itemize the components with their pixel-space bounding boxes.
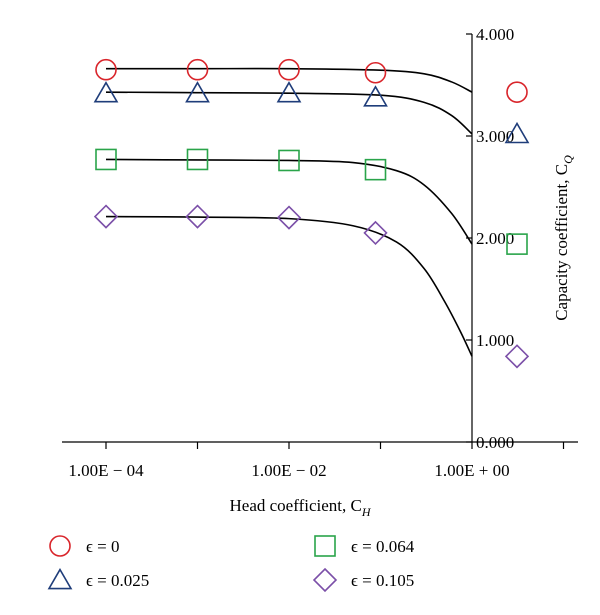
legend: ϵ = 0 ϵ = 0.025 ϵ = 0.064 ϵ = 0.105 [47,535,415,593]
legend-marker [49,535,71,557]
data-point [278,149,300,172]
y-axis-title-main: Capacity coefficient, C [552,164,571,321]
data-point [95,148,117,171]
data-point [186,148,209,171]
data-point [276,205,302,230]
data-markers [93,58,530,369]
x-axis-title-main: Head coefficient, C [230,496,362,515]
data-point [506,233,528,255]
legend-label: ϵ = 0.105 [351,571,414,590]
data-point [364,158,387,181]
legend-marker [47,567,73,590]
data-point [185,81,210,103]
legend-label: ϵ = 0 [86,537,119,556]
axes: 1.00E − 04 1.00E − 02 1.00E + 00 0.000 1.000… [62,25,578,480]
fit-curve [105,91,473,135]
fit-curves [105,67,473,357]
legend-marker [312,567,338,593]
data-point [504,344,530,369]
x-axis-title-sub: H [361,505,372,519]
data-point [506,81,528,103]
data-point [364,61,387,84]
data-point [278,58,300,81]
x-tick-label: 1.00E − 02 [251,461,326,480]
legend-label: ϵ = 0.064 [351,537,415,556]
x-tick-label: 1.00E − 04 [68,461,144,480]
data-point [276,81,302,103]
y-tick-label: 3.000 [476,127,514,146]
fit-curve [105,158,473,245]
data-point [186,58,209,81]
data-point [185,204,210,229]
data-point [95,58,117,81]
legend-marker [314,535,336,557]
data-point [93,204,119,229]
data-point [363,85,388,107]
x-tick-label: 1.00E + 00 [434,461,509,480]
fit-curve [105,215,473,357]
legend-label: ϵ = 0.025 [86,571,149,590]
data-point [363,220,388,246]
y-axis-title-sub: Q [561,155,575,164]
data-point [504,121,530,144]
x-axis-title: Head coefficient, CH [230,496,372,519]
y-tick-label: 0.000 [476,433,514,452]
y-tick-label: 1.000 [476,331,514,350]
data-point [93,81,119,103]
y-tick-label: 2.000 [476,229,514,248]
y-tick-label: 4.000 [476,25,514,44]
y-axis-title: Capacity coefficient, CQ [552,155,575,321]
